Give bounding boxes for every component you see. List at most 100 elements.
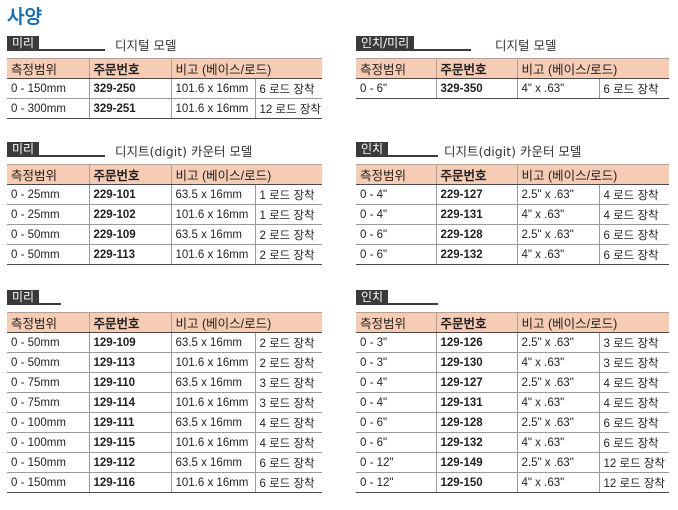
header-note: 비고 (베이스/로드) — [516, 164, 669, 185]
cell-base-size: 2.5" x .63" — [516, 452, 599, 473]
spec-table: 측정범위 주문번호 비고 (베이스/로드) 0 - 25mm 229-101 63.… — [7, 164, 322, 265]
header-note: 비고 (베이스/로드) — [516, 58, 669, 79]
spec-table: 측정범위 주문번호 비고 (베이스/로드) 0 - 150mm 329-250 10… — [7, 58, 322, 119]
cell-rod-count: 6 로드 장착 — [598, 432, 669, 453]
cell-rod-count: 12 로드 장착 — [598, 452, 669, 473]
cell-range: 0 - 50mm — [7, 332, 89, 353]
cell-order-code: 129-116 — [88, 472, 171, 493]
cell-order-code: 229-113 — [88, 244, 171, 265]
inch-counter-section: 인치 디지트(digit) 카운터 모델 측정범위 주문번호 비고 (베이스/로… — [356, 142, 669, 265]
cell-rod-count: 3 로드 장착 — [254, 392, 322, 413]
cell-range: 0 - 150mm — [7, 452, 89, 473]
cell-range: 0 - 3" — [356, 332, 436, 353]
cell-order-code: 129-115 — [88, 432, 171, 453]
cell-base-size: 4" x .63" — [516, 244, 599, 265]
cell-rod-count: 6 로드 장착 — [598, 244, 669, 265]
cell-rod-count: 2 로드 장착 — [254, 332, 322, 353]
metric-counter-section: 미리 디지트(digit) 카운터 모델 측정범위 주문번호 비고 (베이스/로… — [7, 142, 322, 265]
section-tag: 미리 — [7, 290, 40, 304]
cell-rod-count: 2 로드 장착 — [254, 244, 322, 265]
table-row: 0 - 12" 129-150 4" x .63" 12 로드 장착 — [356, 472, 669, 493]
cell-order-code: 229-102 — [88, 204, 171, 225]
cell-rod-count: 1 로드 장착 — [254, 204, 322, 225]
cell-rod-count: 12 로드 장착 — [254, 98, 322, 119]
cell-base-size: 63.5 x 16mm — [170, 224, 255, 245]
cell-order-code: 129-128 — [435, 412, 517, 433]
cell-base-size: 2.5" x .63" — [516, 412, 599, 433]
cell-range: 0 - 4" — [356, 392, 436, 413]
cell-order-code: 229-132 — [435, 244, 517, 265]
header-code: 주문번호 — [435, 312, 517, 333]
table-row: 0 - 100mm 129-115 101.6 x 16mm 4 로드 장착 — [7, 432, 322, 453]
cell-order-code: 129-150 — [435, 472, 517, 493]
cell-base-size: 63.5 x 16mm — [170, 412, 255, 433]
section-title: 디지트(digit) 카운터 모델 — [115, 144, 253, 159]
cell-order-code: 129-132 — [435, 432, 517, 453]
cell-range: 0 - 300mm — [7, 98, 89, 119]
table-row: 0 - 50mm 229-113 101.6 x 16mm 2 로드 장착 — [7, 244, 322, 265]
cell-rod-count: 2 로드 장착 — [254, 352, 322, 373]
table-row: 0 - 3" 129-126 2.5" x .63" 3 로드 장착 — [356, 332, 669, 353]
section-header: 인치 — [356, 290, 669, 308]
section-tag: 미리 — [7, 142, 40, 156]
cell-order-code: 129-149 — [435, 452, 517, 473]
table-row: 0 - 4" 229-127 2.5" x .63" 4 로드 장착 — [356, 184, 669, 205]
table-row: 0 - 4" 129-127 2.5" x .63" 4 로드 장착 — [356, 372, 669, 393]
cell-order-code: 229-127 — [435, 184, 517, 205]
cell-range: 0 - 100mm — [7, 432, 89, 453]
header-range: 측정범위 — [7, 58, 89, 79]
cell-base-size: 2.5" x .63" — [516, 224, 599, 245]
header-code: 주문번호 — [88, 58, 171, 79]
cell-order-code: 229-128 — [435, 224, 517, 245]
cell-order-code: 229-109 — [88, 224, 171, 245]
cell-base-size: 63.5 x 16mm — [170, 452, 255, 473]
header-code: 주문번호 — [88, 164, 171, 185]
cell-rod-count: 3 로드 장착 — [254, 372, 322, 393]
section-tag: 미리 — [7, 36, 40, 50]
cell-range: 0 - 6" — [356, 78, 436, 99]
table-row: 0 - 150mm 129-116 101.6 x 16mm 6 로드 장착 — [7, 472, 322, 493]
cell-range: 0 - 25mm — [7, 204, 89, 225]
section-tag: 인치 — [356, 142, 389, 156]
spec-table: 측정범위 주문번호 비고 (베이스/로드) 0 - 3" 129-126 2.5" … — [356, 312, 669, 493]
table-row: 0 - 100mm 129-111 63.5 x 16mm 4 로드 장착 — [7, 412, 322, 433]
cell-rod-count: 6 로드 장착 — [254, 472, 322, 493]
table-row: 0 - 75mm 129-114 101.6 x 16mm 3 로드 장착 — [7, 392, 322, 413]
header-range: 측정범위 — [356, 312, 436, 333]
section-title: 디지털 모델 — [115, 38, 177, 53]
section-title: 디지트(digit) 카운터 모델 — [444, 144, 582, 159]
cell-order-code: 129-112 — [88, 452, 171, 473]
cell-base-size: 101.6 x 16mm — [170, 244, 255, 265]
cell-rod-count: 4 로드 장착 — [598, 372, 669, 393]
section-header: 인치 디지트(digit) 카운터 모델 — [356, 142, 669, 160]
table-row: 0 - 150mm 329-250 101.6 x 16mm 6 로드 장착 — [7, 78, 322, 99]
cell-rod-count: 4 로드 장착 — [598, 204, 669, 225]
cell-base-size: 2.5" x .63" — [516, 372, 599, 393]
cell-base-size: 4" x .63" — [516, 432, 599, 453]
table-row: 0 - 3" 129-130 4" x .63" 3 로드 장착 — [356, 352, 669, 373]
cell-base-size: 4" x .63" — [516, 352, 599, 373]
cell-rod-count: 6 로드 장착 — [598, 412, 669, 433]
cell-order-code: 129-110 — [88, 372, 171, 393]
header-code: 주문번호 — [88, 312, 171, 333]
cell-rod-count: 4 로드 장착 — [254, 412, 322, 433]
spec-table: 측정범위 주문번호 비고 (베이스/로드) 0 - 6" 329-350 4" x … — [356, 58, 669, 99]
table-row: 0 - 6" 229-132 4" x .63" 6 로드 장착 — [356, 244, 669, 265]
table-row: 0 - 50mm 129-113 101.6 x 16mm 2 로드 장착 — [7, 352, 322, 373]
header-range: 측정범위 — [7, 312, 89, 333]
cell-range: 0 - 6" — [356, 412, 436, 433]
page-title: 사양 — [7, 6, 42, 28]
cell-base-size: 63.5 x 16mm — [170, 184, 255, 205]
cell-base-size: 101.6 x 16mm — [170, 472, 255, 493]
cell-range: 0 - 6" — [356, 244, 436, 265]
section-header: 미리 디지트(digit) 카운터 모델 — [7, 142, 322, 160]
cell-range: 0 - 6" — [356, 432, 436, 453]
cell-rod-count: 2 로드 장착 — [254, 224, 322, 245]
tag-underline — [7, 303, 61, 305]
cell-rod-count: 4 로드 장착 — [598, 392, 669, 413]
tag-underline — [356, 49, 471, 51]
table-row: 0 - 25mm 229-102 101.6 x 16mm 1 로드 장착 — [7, 204, 322, 225]
cell-order-code: 129-109 — [88, 332, 171, 353]
cell-rod-count: 3 로드 장착 — [598, 332, 669, 353]
cell-base-size: 63.5 x 16mm — [170, 372, 255, 393]
